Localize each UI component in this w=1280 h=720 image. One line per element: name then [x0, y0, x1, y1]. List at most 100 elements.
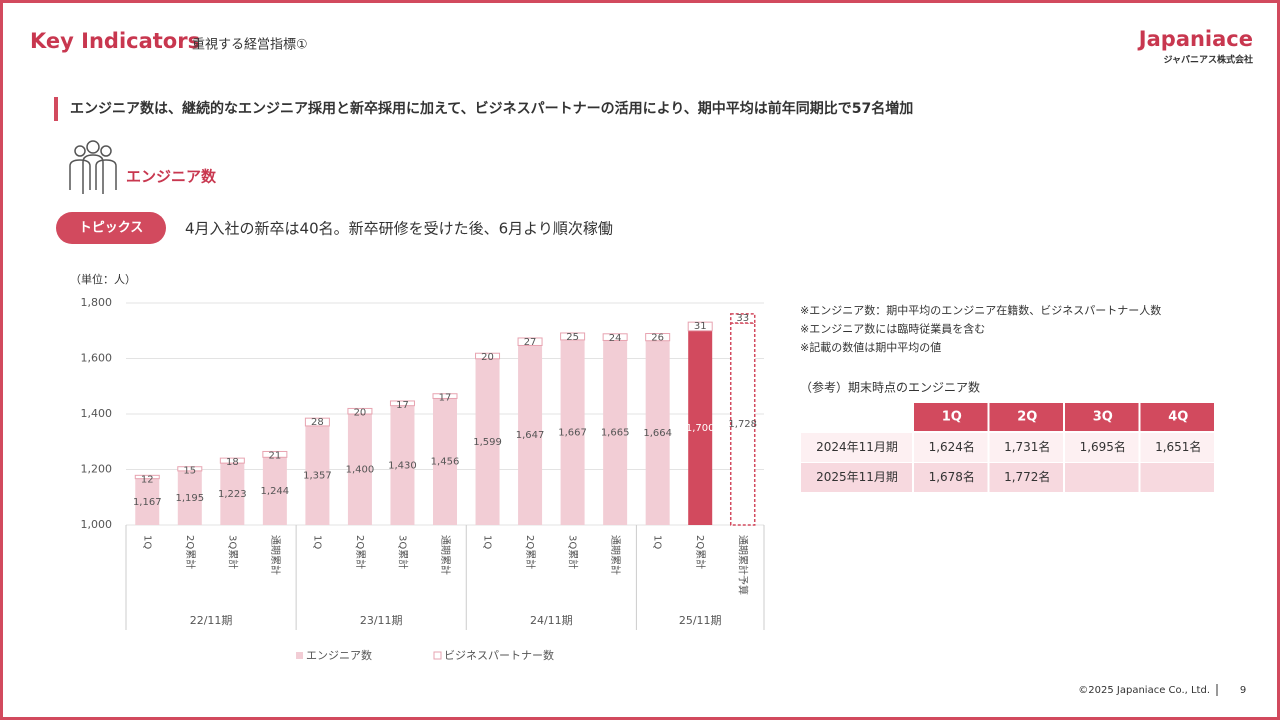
partner-bar [432, 393, 458, 399]
engineer-bar [518, 345, 543, 525]
x-tick-label: 1Q [652, 535, 663, 549]
engineer-value-label: 1,665 [601, 428, 630, 439]
engineer-bar [262, 457, 287, 525]
x-tick-label: 2Q累計 [354, 535, 367, 569]
legend-label: ビジネスパートナー数 [444, 649, 554, 662]
x-tick-label: 2Q累計 [524, 535, 537, 569]
engineer-value-label: 1,599 [473, 437, 502, 448]
table-row-label-cell [801, 463, 912, 492]
table-cell-bg [1065, 463, 1139, 492]
partner-bar [134, 474, 160, 480]
x-tick-label: 通期累計予算 [737, 535, 750, 595]
engineer-bar [390, 405, 415, 525]
partner-value-label: 20 [481, 352, 494, 363]
table-row-label-cell [801, 433, 912, 462]
table-cell: 1,624名 [929, 439, 975, 454]
partner-value-label: 17 [439, 393, 452, 404]
subtitle: 重視する経営指標① [192, 37, 308, 53]
y-tick-label: 1,200 [81, 463, 113, 476]
engineer-bar [560, 339, 585, 525]
table-header-cell [1065, 403, 1139, 431]
note: ※記載の数値は期中平均の値 [800, 340, 941, 354]
partner-bar [347, 407, 373, 415]
engineer-value-label: 1,400 [346, 465, 375, 476]
engineer-value-label: 1,647 [516, 430, 545, 441]
y-tick-label: 1,800 [81, 296, 113, 309]
partner-bar [475, 352, 501, 360]
engineer-value-label: 1,700 [686, 423, 715, 434]
partner-value-label: 33 [736, 313, 749, 324]
engineer-value-label: 1,357 [303, 470, 332, 481]
y-tick-label: 1,600 [81, 352, 113, 365]
partner-value-label: 12 [141, 474, 154, 485]
engineer-bar [645, 340, 670, 525]
partner-bar [304, 417, 330, 427]
table-cell: 1,695名 [1080, 439, 1126, 454]
partner-value-label: 27 [524, 337, 537, 348]
group-label: 25/11期 [679, 614, 722, 627]
table-title: （参考）期末時点のエンジニア数 [800, 380, 980, 395]
engineer-bar [177, 470, 202, 525]
engineer-bar [347, 414, 372, 525]
engineer-value-label: 1,456 [431, 457, 460, 468]
table-header-cell [1140, 403, 1214, 431]
copyright: ©2025 Japaniace Co., Ltd. [1078, 685, 1210, 696]
table-header-cell [914, 403, 988, 431]
engineer-value-label: 1,728 [728, 419, 757, 430]
partner-value-label: 21 [268, 450, 281, 461]
partner-value-label: 31 [694, 321, 707, 332]
table-cell: 1,772名 [1004, 469, 1050, 484]
x-tick-label: 通期累計 [439, 535, 452, 575]
engineer-bar [220, 463, 245, 525]
logo: Japaniace [1137, 27, 1253, 51]
partner-value-label: 15 [183, 466, 196, 477]
partner-bar [262, 450, 288, 458]
engineer-bar [603, 340, 628, 525]
engineer-value-label: 1,664 [643, 428, 672, 439]
partner-value-label: 17 [396, 400, 409, 411]
engineer-bar [433, 398, 457, 525]
partner-bar [177, 466, 203, 472]
engineer-value-label: 1,244 [261, 486, 290, 497]
engineer-bar [135, 478, 160, 525]
table-row-label: 2024年11月期 [816, 440, 898, 454]
group-label: 23/11期 [360, 614, 403, 627]
engineer-bar [305, 425, 330, 525]
title: Key Indicators [30, 29, 200, 53]
y-unit: （単位：人） [70, 272, 136, 286]
table-header: 1Q [942, 410, 962, 425]
group-label: 22/11期 [190, 614, 233, 627]
partner-value-label: 26 [651, 333, 664, 344]
section-label: エンジニア数 [126, 168, 217, 186]
table-header: 2Q [1017, 410, 1037, 425]
people-icon [69, 140, 117, 194]
company: ジャパニアス株式会社 [1163, 54, 1253, 66]
engineer-value-label: 1,667 [558, 427, 587, 438]
partner-bar [687, 321, 713, 332]
partner-bar [560, 332, 586, 341]
partner-bar [219, 457, 245, 464]
partner-value-label: 25 [566, 332, 579, 343]
partner-bar [729, 313, 756, 324]
table-cell-bg [1140, 433, 1214, 462]
page-number: 9 [1240, 685, 1246, 696]
partner-value-label: 18 [226, 457, 239, 468]
engineer-value-label: 1,223 [218, 489, 247, 500]
partner-bar [389, 400, 415, 407]
legend-swatch [433, 651, 442, 660]
x-tick-label: 1Q [141, 535, 152, 549]
headline: エンジニア数は、継続的なエンジニア採用と新卒採用に加えて、ビジネスパートナーの活… [70, 100, 913, 117]
table-cell-bg [1065, 433, 1139, 462]
engineer-value-label: 1,167 [133, 497, 162, 508]
table-cell: 1,651名 [1155, 439, 1201, 454]
x-tick-label: 2Q累計 [694, 535, 707, 569]
engineer-bar [688, 330, 713, 525]
x-tick-label: 1Q [482, 535, 493, 549]
legend-swatch [296, 652, 303, 659]
engineer-bar [729, 322, 756, 526]
table-cell-bg [989, 433, 1063, 462]
partner-value-label: 24 [609, 333, 622, 344]
engineer-bar [475, 358, 500, 525]
